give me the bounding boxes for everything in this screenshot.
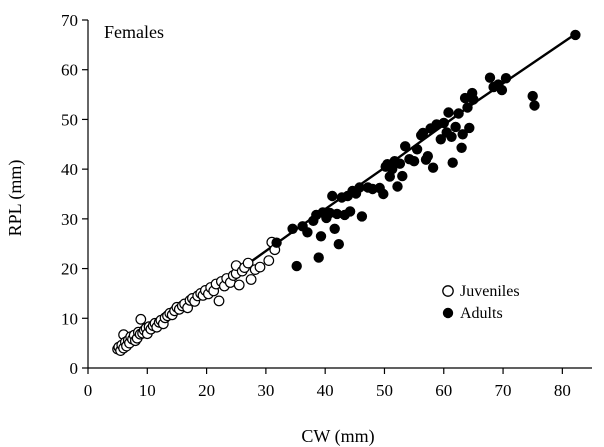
legend: Juveniles Adults [442,283,520,322]
data-point-juveniles [242,257,254,269]
data-point-adults [527,90,538,102]
x-axis-title: CW (mm) [301,426,374,447]
x-tick-label: 10 [139,381,156,400]
data-point-adults [408,155,420,167]
x-tick-label: 60 [435,381,452,400]
data-point-adults [422,150,434,162]
x-tick-label: 80 [554,381,571,400]
data-point-adults [411,144,423,155]
data-point-juveniles [233,279,245,291]
x-tick-label: 70 [495,381,512,400]
data-point-adults [400,141,411,152]
x-tick-label: 30 [257,381,274,400]
data-point-juveniles [213,295,225,307]
x-tick-label: 20 [198,381,215,400]
data-point-adults [453,108,464,119]
data-point-adults [427,162,439,173]
data-point-adults [392,181,403,192]
data-point-adults [397,170,408,182]
data-point-adults [394,158,406,169]
data-point-juveniles [263,255,275,267]
data-point-adults [313,252,324,263]
data-point-adults [356,211,368,222]
data-point-adults [302,227,313,238]
data-point-adults [484,72,496,83]
legend-label-juveniles: Juveniles [460,283,520,300]
chart-title: Females [104,22,164,42]
data-point-adults [327,190,338,202]
data-point-adults [287,223,298,235]
x-tick-label: 0 [84,381,93,400]
data-point-adults [457,129,468,140]
y-tick-label: 30 [61,210,78,229]
legend-marker-adults [442,307,454,319]
data-point-adults [435,134,447,145]
y-tick-label: 70 [61,11,78,30]
data-point-adults [333,238,345,250]
data-point-adults [529,100,540,111]
y-axis-title: RPL (mm) [5,160,26,237]
data-point-adults [450,121,461,133]
data-point-adults [438,117,450,129]
data-point-adults [500,72,512,84]
y-tick-label: 20 [61,260,78,279]
data-point-adults [443,107,454,118]
legend-label-adults: Adults [460,305,503,322]
data-point-adults [315,231,327,242]
axes-layer: 0 10 20 30 40 50 60 70 80 0 10 20 30 40 50 60 70 [61,11,592,400]
data-point-juveniles [245,274,257,285]
data-point-adults [462,102,473,113]
y-tick-label: 50 [61,110,78,129]
x-tick-label: 40 [317,381,334,400]
y-tick-label: 40 [61,160,78,179]
data-point-adults [456,142,467,154]
data-point-adults [378,188,389,200]
data-point-adults [570,29,581,41]
data-point-juveniles [254,261,266,273]
data-point-adults [446,131,457,143]
y-tick-label: 0 [70,359,79,378]
data-point-juveniles [135,313,147,325]
data-point-adults [271,237,282,248]
data-point-adults [447,157,458,168]
data-point-adults [291,260,302,272]
y-tick-label: 10 [61,309,78,328]
legend-marker-juveniles [442,285,454,297]
data-points-layer [112,29,581,357]
data-point-adults [329,223,340,235]
data-point-adults [464,122,475,134]
data-point-adults [496,84,508,96]
y-tick-label: 60 [61,61,78,80]
data-point-adults [417,127,429,139]
data-point-adults [344,206,356,217]
x-tick-label: 50 [376,381,393,400]
data-point-adults [468,94,479,105]
